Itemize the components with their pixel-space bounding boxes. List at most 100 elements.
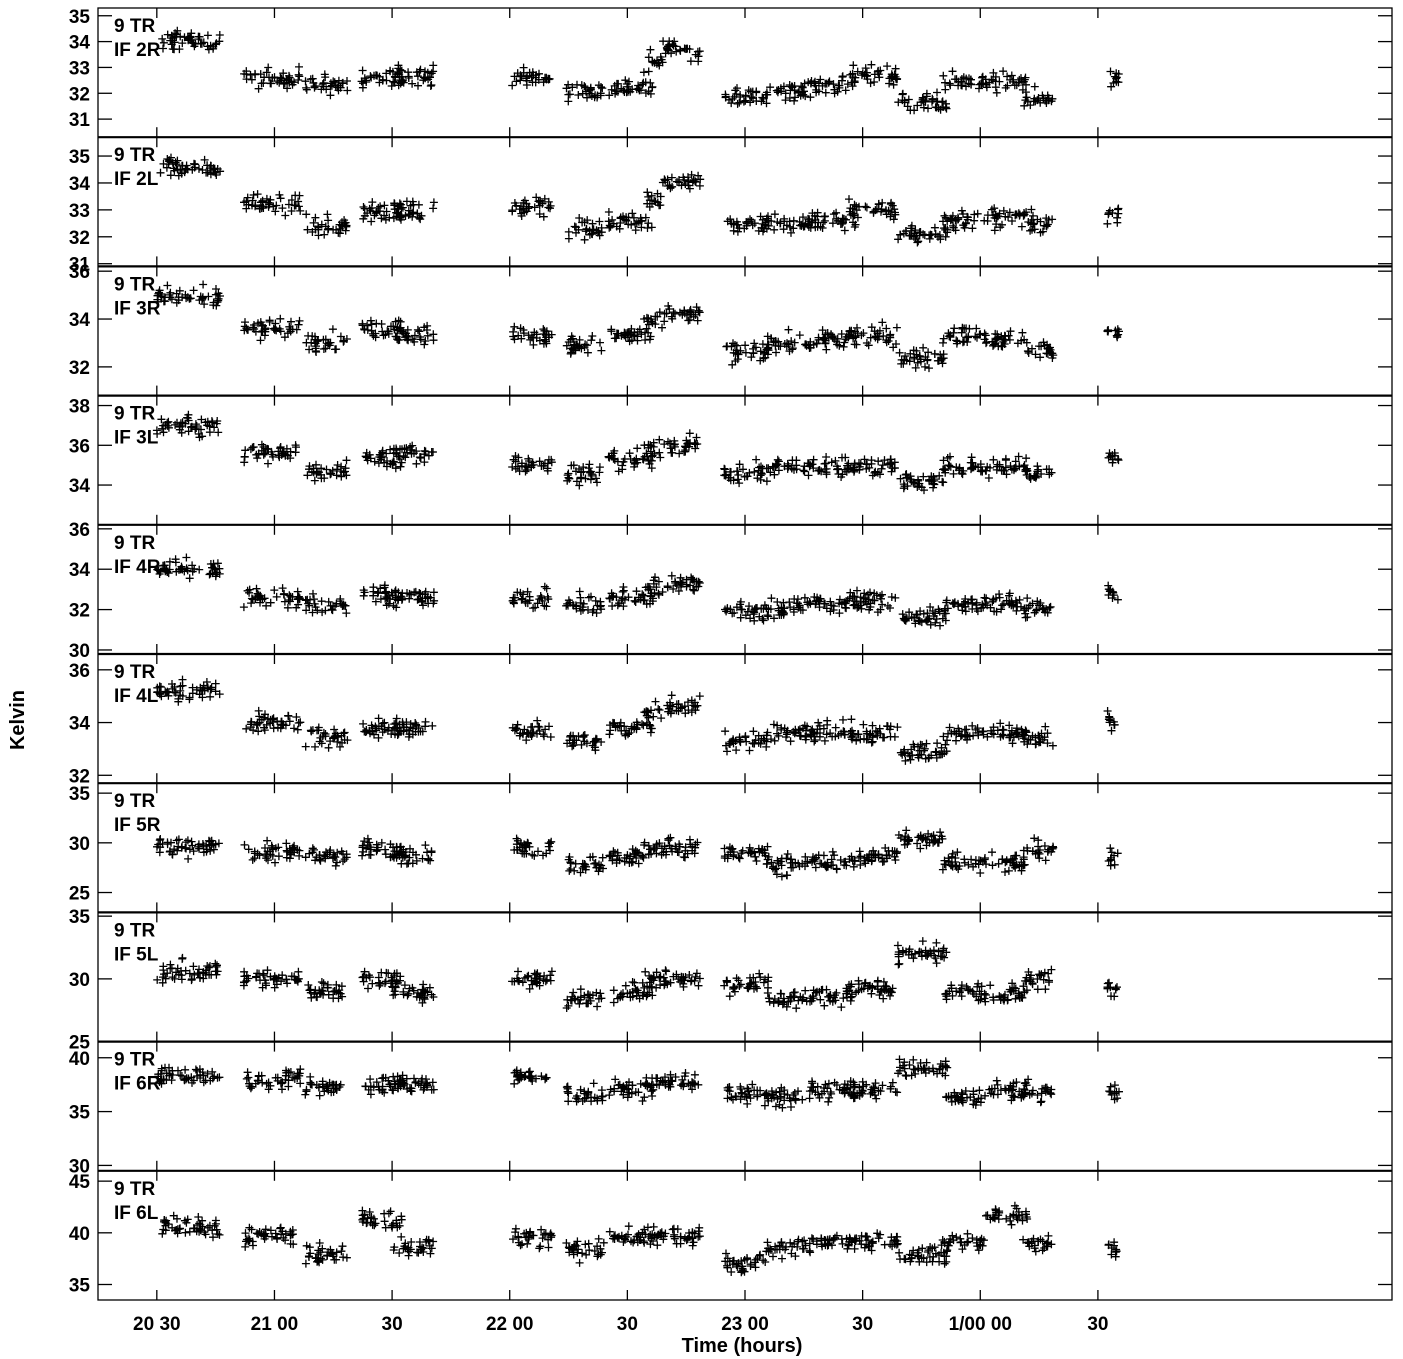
data-point bbox=[211, 679, 220, 688]
data-point bbox=[1030, 82, 1039, 91]
data-point bbox=[619, 583, 628, 591]
data-point bbox=[544, 595, 553, 603]
data-point bbox=[162, 163, 171, 172]
data-point bbox=[547, 967, 556, 976]
data-point bbox=[579, 733, 588, 742]
data-point bbox=[429, 198, 438, 207]
data-point bbox=[1029, 97, 1038, 106]
data-point bbox=[342, 609, 351, 618]
data-point bbox=[308, 844, 317, 853]
data-point bbox=[362, 76, 371, 85]
data-point bbox=[284, 76, 293, 85]
data-point bbox=[596, 989, 605, 998]
data-point bbox=[943, 736, 951, 745]
data-point bbox=[302, 85, 311, 94]
data-point bbox=[867, 989, 876, 998]
data-point bbox=[837, 1003, 846, 1012]
data-point bbox=[688, 178, 697, 187]
data-point bbox=[957, 78, 966, 87]
data-point bbox=[681, 180, 690, 188]
data-point bbox=[295, 191, 304, 200]
data-point bbox=[1114, 204, 1123, 213]
data-point bbox=[982, 991, 990, 999]
data-point bbox=[159, 38, 168, 47]
data-point bbox=[893, 941, 902, 950]
data-point bbox=[795, 331, 804, 340]
data-point bbox=[886, 732, 895, 741]
data-point bbox=[981, 331, 990, 340]
data-point bbox=[962, 82, 970, 91]
data-point bbox=[391, 719, 400, 728]
data-point bbox=[269, 202, 278, 211]
data-point bbox=[172, 160, 181, 169]
data-point bbox=[429, 336, 438, 345]
data-point bbox=[609, 986, 618, 995]
data-point bbox=[302, 1085, 311, 1094]
data-point bbox=[827, 458, 836, 467]
data-point bbox=[517, 202, 525, 211]
data-point bbox=[587, 592, 595, 601]
data-point bbox=[290, 724, 298, 733]
data-point bbox=[605, 91, 614, 100]
data-point bbox=[172, 33, 181, 41]
data-point bbox=[770, 736, 779, 745]
data-point bbox=[576, 985, 585, 994]
data-point bbox=[773, 598, 782, 606]
data-point bbox=[301, 77, 310, 86]
data-point bbox=[404, 68, 413, 77]
data-point bbox=[1111, 984, 1120, 993]
data-point bbox=[762, 477, 771, 486]
data-point bbox=[745, 746, 754, 755]
data-point bbox=[564, 469, 573, 478]
data-point bbox=[762, 99, 771, 108]
data-point bbox=[512, 77, 521, 86]
data-point bbox=[206, 692, 215, 701]
data-point bbox=[323, 225, 332, 234]
data-point bbox=[243, 193, 252, 202]
data-point bbox=[241, 446, 250, 455]
data-point bbox=[176, 682, 185, 691]
data-point bbox=[251, 201, 260, 210]
data-point bbox=[213, 165, 222, 173]
data-point bbox=[605, 730, 614, 739]
data-point bbox=[264, 1085, 273, 1094]
data-point bbox=[694, 981, 703, 990]
data-point bbox=[301, 853, 310, 862]
data-point bbox=[428, 721, 437, 730]
data-point bbox=[998, 601, 1007, 610]
data-point bbox=[421, 841, 430, 850]
data-point bbox=[628, 978, 637, 986]
data-point bbox=[856, 861, 865, 869]
data-point bbox=[833, 87, 842, 96]
data-point bbox=[855, 847, 864, 856]
data-point bbox=[562, 84, 571, 93]
data-point bbox=[302, 83, 311, 92]
data-point bbox=[693, 47, 702, 56]
data-point bbox=[247, 75, 256, 84]
data-point bbox=[291, 441, 300, 450]
data-point bbox=[637, 86, 645, 95]
data-point bbox=[625, 449, 634, 458]
data-point bbox=[200, 300, 209, 309]
data-point bbox=[839, 715, 847, 724]
data-point bbox=[534, 722, 543, 731]
data-point bbox=[887, 70, 896, 79]
data-point bbox=[326, 91, 335, 100]
data-point bbox=[256, 336, 265, 345]
data-point bbox=[566, 865, 575, 874]
data-point bbox=[847, 715, 856, 724]
data-point bbox=[765, 994, 774, 1003]
data-point bbox=[390, 205, 399, 214]
data-point bbox=[859, 720, 868, 729]
panel-series bbox=[154, 1055, 1123, 1112]
data-point bbox=[747, 353, 756, 362]
data-point bbox=[878, 590, 886, 599]
data-point bbox=[187, 837, 196, 846]
data-point bbox=[294, 202, 303, 211]
data-point bbox=[616, 214, 625, 223]
data-point bbox=[184, 854, 193, 863]
data-point bbox=[317, 597, 326, 606]
data-point bbox=[408, 79, 417, 88]
data-point bbox=[982, 83, 991, 92]
data-point bbox=[835, 81, 844, 90]
